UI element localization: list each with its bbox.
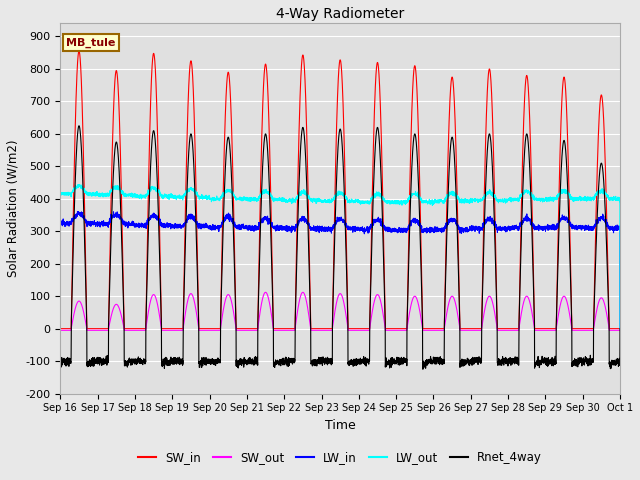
X-axis label: Time: Time [324,419,356,432]
Rnet_4way [157,309,165,314]
Line: Rnet_4way: Rnet_4way [60,126,620,369]
Line: LW_out: LW_out [60,185,620,329]
SW_in [616,326,623,332]
Rnet_4way [616,358,623,363]
Y-axis label: Solar Radiation (W/m2): Solar Radiation (W/m2) [7,140,20,277]
LW_out [319,199,327,205]
Line: SW_in: SW_in [60,51,620,329]
Legend: SW_in, SW_out, LW_in, LW_out, Rnet_4way: SW_in, SW_out, LW_in, LW_out, Rnet_4way [134,447,547,469]
Rnet_4way [419,366,427,372]
SW_in [466,326,474,332]
SW_in [75,48,83,54]
Rnet_4way [498,359,506,365]
Rnet_4way [319,356,327,362]
SW_in [157,302,165,308]
LW_out [616,326,624,332]
SW_out [319,327,327,333]
SW_in [56,326,64,332]
Line: LW_in: LW_in [60,212,620,329]
SW_out [262,289,269,295]
SW_out [435,327,442,333]
LW_in [75,209,83,215]
SW_in [497,326,505,332]
LW_in [435,228,442,234]
Rnet_4way [616,326,624,332]
SW_out [616,327,623,333]
LW_out [56,189,64,195]
LW_in [497,228,505,234]
SW_in [616,326,624,332]
SW_in [319,326,327,332]
SW_out [616,327,624,333]
LW_out [157,193,165,199]
SW_out [497,327,505,333]
SW_out [466,327,474,333]
SW_in [435,326,442,332]
LW_in [616,225,623,231]
LW_out [435,199,442,205]
Text: MB_tule: MB_tule [66,38,115,48]
Title: 4-Way Radiometer: 4-Way Radiometer [276,7,404,21]
Rnet_4way [56,356,64,362]
LW_out [497,198,505,204]
Line: SW_out: SW_out [60,292,620,330]
Rnet_4way [466,359,474,365]
Rnet_4way [75,123,83,129]
SW_out [157,322,164,328]
LW_in [157,219,165,225]
LW_in [56,220,64,226]
LW_out [466,199,474,205]
LW_out [76,182,83,188]
Rnet_4way [435,360,443,365]
SW_out [56,327,64,333]
LW_out [616,196,623,202]
LW_in [319,227,327,233]
LW_in [616,326,624,332]
LW_in [466,226,474,231]
